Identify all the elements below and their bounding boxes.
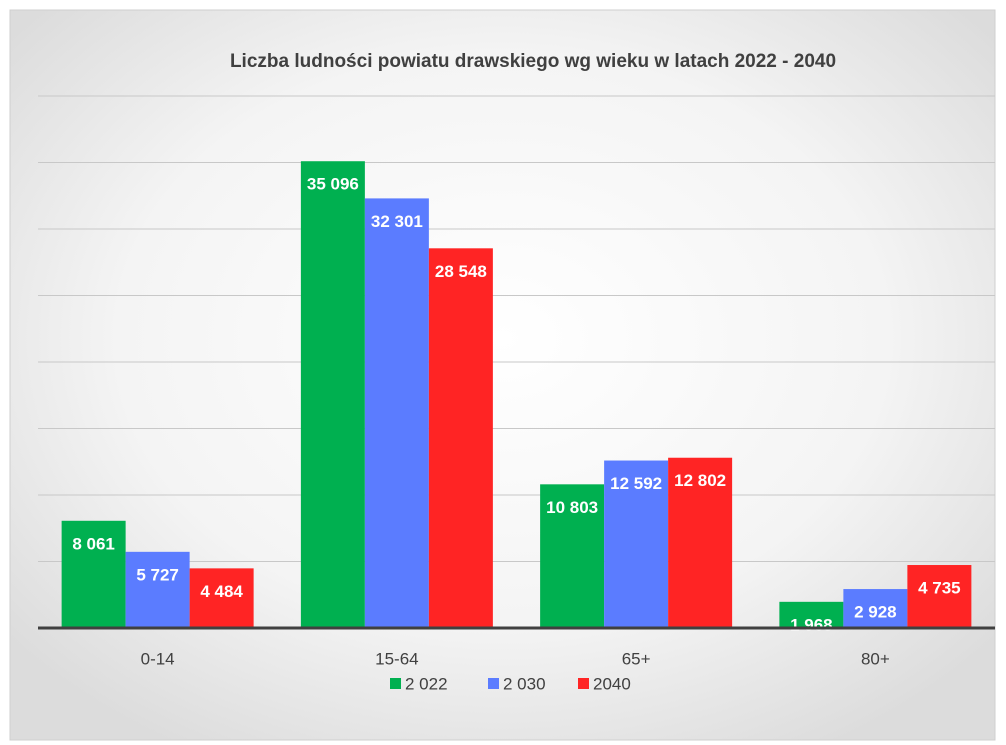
bar xyxy=(907,565,972,628)
value-label: 4 484 xyxy=(200,582,243,601)
value-label: 4 735 xyxy=(918,579,961,598)
bar xyxy=(604,460,669,628)
legend-label: 2040 xyxy=(593,674,631,693)
value-label: 12 802 xyxy=(674,471,726,490)
legend-swatch xyxy=(578,678,589,689)
bar xyxy=(125,551,190,628)
value-label: 28 548 xyxy=(435,262,487,281)
bar xyxy=(300,161,365,628)
bar xyxy=(668,457,733,628)
bar xyxy=(779,601,844,628)
x-tick-label: 0-14 xyxy=(141,649,175,668)
bar xyxy=(540,484,605,628)
value-label: 5 727 xyxy=(136,565,179,584)
value-label: 2 928 xyxy=(854,603,897,622)
x-tick-label: 15-64 xyxy=(375,649,418,668)
bar xyxy=(843,589,908,628)
legend-label: 2 022 xyxy=(405,674,448,693)
bar xyxy=(428,248,493,629)
value-label: 1 968 xyxy=(790,615,833,634)
value-label: 12 592 xyxy=(610,474,662,493)
value-label: 10 803 xyxy=(546,498,598,517)
bar xyxy=(364,198,429,628)
legend-swatch xyxy=(488,678,499,689)
bar xyxy=(61,520,126,628)
x-tick-label: 65+ xyxy=(622,649,651,668)
bar xyxy=(189,568,254,628)
value-label: 35 096 xyxy=(307,175,359,194)
chart-background xyxy=(9,9,996,741)
value-label: 32 301 xyxy=(371,212,423,231)
chart-title: Liczba ludności powiatu drawskiego wg wi… xyxy=(230,51,836,72)
legend-swatch xyxy=(390,678,401,689)
x-tick-label: 80+ xyxy=(861,649,890,668)
value-label: 8 061 xyxy=(72,534,115,553)
legend-label: 2 030 xyxy=(503,674,546,693)
